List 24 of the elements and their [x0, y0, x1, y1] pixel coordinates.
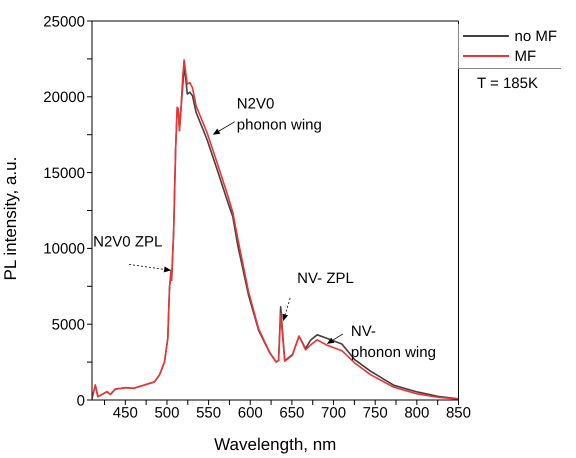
y-tick-label: 15000: [43, 164, 85, 182]
annotation: N2V0 phonon wing: [236, 96, 322, 134]
y-tick-label: 20000: [43, 89, 85, 106]
x-tick-label: 500: [154, 404, 180, 422]
text: T = 185K: [476, 75, 538, 92]
x-tick-label: 850: [446, 404, 471, 422]
x-tick-label: 450: [112, 404, 138, 422]
x-tick-label: 800: [404, 404, 430, 422]
annotation: NV- phonon wing: [350, 322, 436, 361]
annotation: NV- ZPL: [297, 270, 354, 288]
y-tick-label: 5000: [52, 316, 85, 334]
y-tick-label: 25000: [43, 13, 85, 30]
x-tick-label: 650: [279, 404, 304, 422]
x-tick-label: 700: [321, 404, 346, 422]
y-axis-title: PL intensity, a.u.: [1, 156, 20, 280]
y-tick-label: 0: [76, 392, 85, 410]
x-tick-label: 600: [238, 404, 263, 422]
legend-label: no MF: [514, 28, 557, 44]
annotation: N2V0 ZPL: [93, 233, 162, 250]
legend-label: MF: [514, 48, 536, 64]
x-tick-label: 550: [196, 404, 222, 422]
y-tick-label: 10000: [43, 240, 85, 258]
x-tick-label: 750: [362, 404, 388, 422]
x-axis-title: Wavelength, nm: [214, 435, 336, 454]
